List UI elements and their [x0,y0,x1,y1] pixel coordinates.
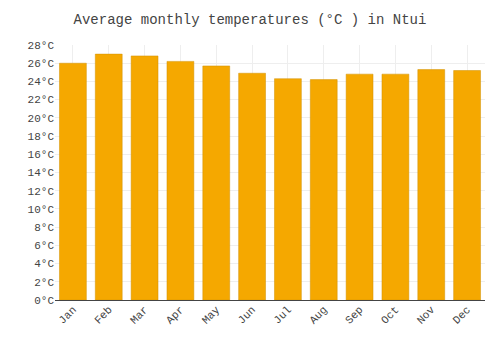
svg-text:Dec: Dec [451,304,473,326]
svg-text:Aug: Aug [307,304,329,326]
svg-text:Average monthly temperatures (: Average monthly temperatures (°C ) in Nt… [74,12,427,28]
svg-text:0°C: 0°C [34,295,54,307]
svg-text:20°C: 20°C [28,113,55,125]
svg-text:4°C: 4°C [34,258,54,270]
svg-text:Mar: Mar [128,304,150,326]
svg-text:Jun: Jun [236,304,258,326]
svg-text:Jan: Jan [56,304,78,326]
svg-text:8°C: 8°C [34,222,54,234]
svg-text:12°C: 12°C [28,186,55,198]
svg-text:Apr: Apr [164,304,186,326]
svg-text:14°C: 14°C [28,167,55,179]
svg-text:Jul: Jul [271,304,293,326]
svg-text:Feb: Feb [92,304,114,326]
svg-text:May: May [200,304,223,327]
svg-text:22°C: 22°C [28,94,55,106]
svg-text:16°C: 16°C [28,149,55,161]
svg-text:2°C: 2°C [34,277,54,289]
svg-text:28°C: 28°C [28,40,55,52]
svg-text:Oct: Oct [379,304,401,326]
svg-text:24°C: 24°C [28,76,55,88]
svg-text:Sep: Sep [343,304,365,326]
svg-text:6°C: 6°C [34,240,54,252]
svg-text:Nov: Nov [415,304,438,327]
svg-text:18°C: 18°C [28,131,55,143]
svg-text:10°C: 10°C [28,204,55,216]
svg-text:26°C: 26°C [28,58,55,70]
